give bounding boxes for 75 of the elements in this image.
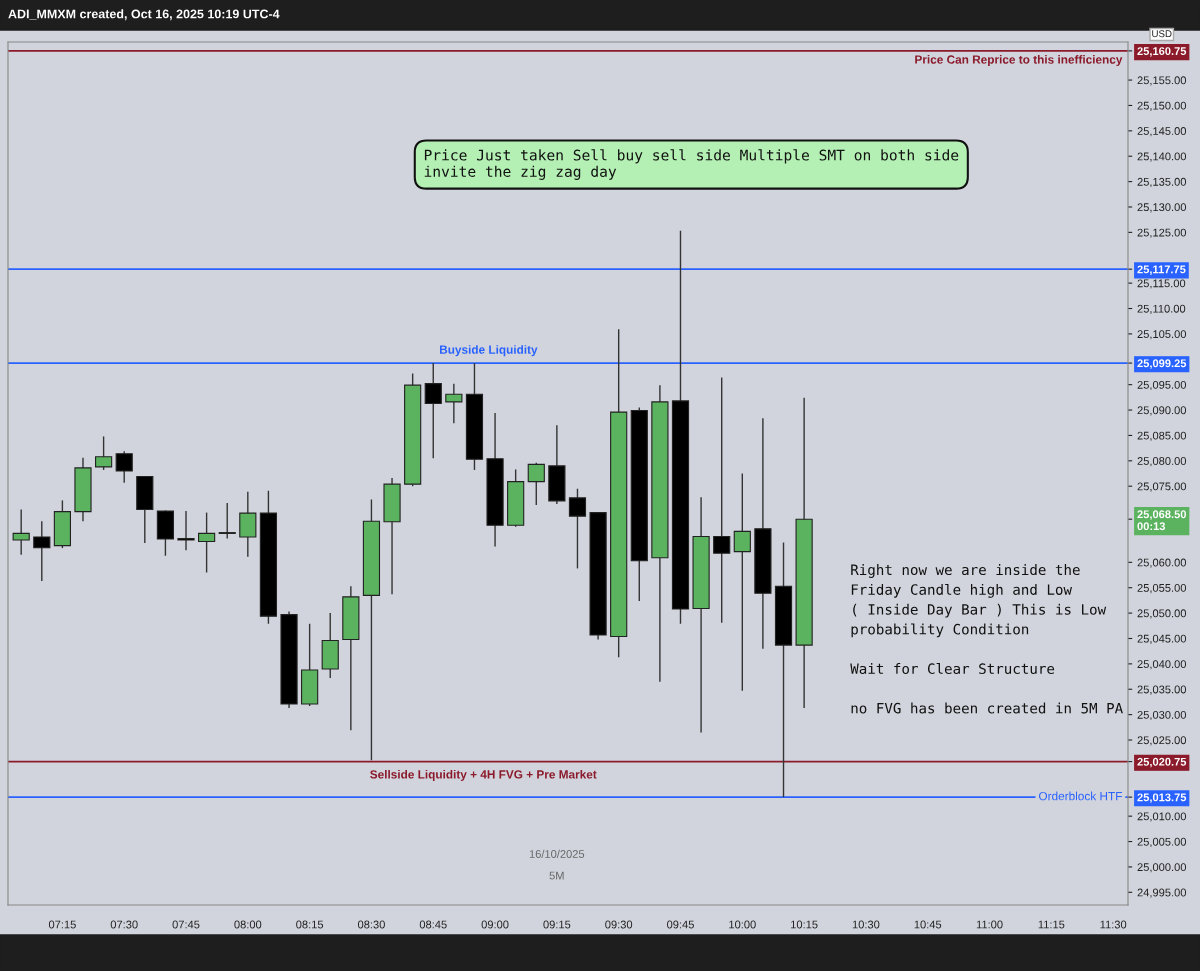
x-tick-label: 07:45: [172, 920, 200, 929]
candlestick: [713, 376, 731, 624]
text: USD: [1152, 30, 1172, 38]
y-tick-label: 25,135.00: [1137, 177, 1187, 188]
candlestick: [527, 462, 545, 506]
y-tick-label: 25,090.00: [1137, 406, 1187, 416]
y-tick-label: 25,013.75: [1137, 793, 1187, 803]
x-tick-label: 09:00: [481, 920, 509, 929]
candlestick: [177, 510, 195, 551]
x-tick-label: 09:45: [667, 920, 694, 929]
y-tick-label: 25,140.00: [1137, 152, 1187, 162]
y-tick-label: 25,160.75: [1137, 47, 1187, 57]
y-tick-label: 25,010.00: [1137, 812, 1187, 822]
x-tick-label: 10:30: [852, 920, 880, 929]
y-tick-label: 25,155.00: [1137, 76, 1187, 86]
ref-line-label: Price Can Reprice to this inefficiency: [915, 55, 1123, 67]
annotation: Price Just taken Sell buy sell side Multiple SMT on both side invite the zig zag day: [424, 149, 959, 180]
x-tick-label: 07:30: [110, 920, 138, 929]
x-tick-label: 08:30: [357, 920, 385, 929]
text: ADI_MMXM created, Oct 16, 2025 10:19 UTC-4: [8, 9, 280, 21]
x-tick-label: 08:15: [296, 920, 324, 929]
candlestick: [218, 502, 236, 540]
y-tick-label: 25,025.00: [1137, 736, 1187, 746]
x-tick-label: 11:30: [1100, 920, 1127, 929]
x-tick-label: 10:00: [729, 920, 756, 929]
y-tick-label: 24,995.00: [1137, 888, 1187, 898]
candlestick: [445, 382, 463, 424]
y-tick-label: 25,035.00: [1137, 685, 1187, 695]
y-tick-label: 25,080.00: [1137, 457, 1187, 467]
x-tick-label: 09:30: [605, 920, 633, 929]
y-tick-label: 25,099.25: [1137, 359, 1187, 369]
x-tick-label: 09:15: [543, 920, 571, 929]
x-tick-label: 08:00: [234, 920, 262, 929]
y-tick-label: 25,040.00: [1137, 660, 1187, 670]
y-tick-label: 25,115.00: [1137, 279, 1186, 289]
y-tick-label: 25,020.75: [1137, 757, 1187, 768]
y-tick-label: 25,130.00: [1137, 203, 1187, 213]
y-tick-label: 25,055.00: [1137, 583, 1187, 594]
y-tick-label: 25,105.00: [1137, 330, 1187, 340]
candlestick: [424, 362, 442, 459]
annotation: 16/10/2025: [529, 849, 585, 858]
y-tick-label: 25,045.00: [1137, 634, 1187, 644]
y-tick-label: 25,068.50 00:13: [1137, 510, 1186, 531]
ref-line-label: Sellside Liquidity + 4H FVG + Pre Market: [370, 769, 597, 781]
y-tick-label: 25,075.00: [1137, 482, 1187, 492]
y-tick-label: 25,150.00: [1137, 101, 1187, 111]
y-tick-label: 25,000.00: [1137, 863, 1187, 873]
candlestick: [239, 491, 257, 558]
y-tick-label: 25,005.00: [1137, 837, 1187, 847]
text: Right now we are inside the Friday Candle high and Low ( Inside Day Bar ) This is Low probability Condition Wait for Clear Structure no FVG has been created in 5M PA: [850, 564, 1123, 714]
candlestick: [568, 488, 587, 570]
x-tick-label: 07:15: [48, 920, 76, 929]
y-tick-label: 25,125.00: [1137, 228, 1187, 238]
y-tick-label: 25,030.00: [1137, 710, 1187, 721]
y-tick-label: 25,060.00: [1137, 558, 1187, 568]
ref-line-label: Buyside Liquidity: [439, 345, 538, 357]
y-tick-label: 25,085.00: [1137, 431, 1187, 441]
candlestick: [12, 508, 30, 556]
annotation: 5M: [549, 871, 564, 880]
x-tick-label: 10:15: [791, 920, 818, 929]
x-tick-label: 11:15: [1038, 920, 1065, 929]
candlestick: [115, 450, 133, 484]
x-tick-label: 10:45: [914, 920, 942, 929]
y-tick-label: 25,110.00: [1137, 304, 1186, 314]
y-tick-label: 25,117.75: [1137, 265, 1186, 275]
candlestick: [95, 435, 113, 471]
y-tick-label: 25,050.00: [1137, 609, 1187, 619]
candlestick: [733, 472, 751, 692]
y-tick-label: 25,145.00: [1137, 127, 1187, 137]
candlestick: [198, 511, 216, 574]
x-tick-label: 11:00: [976, 920, 1003, 929]
candlestick: [33, 520, 51, 582]
x-tick-label: 08:45: [419, 920, 447, 929]
ref-line-label: Orderblock HTF: [1039, 791, 1122, 801]
y-tick-label: 25,095.00: [1137, 380, 1187, 391]
